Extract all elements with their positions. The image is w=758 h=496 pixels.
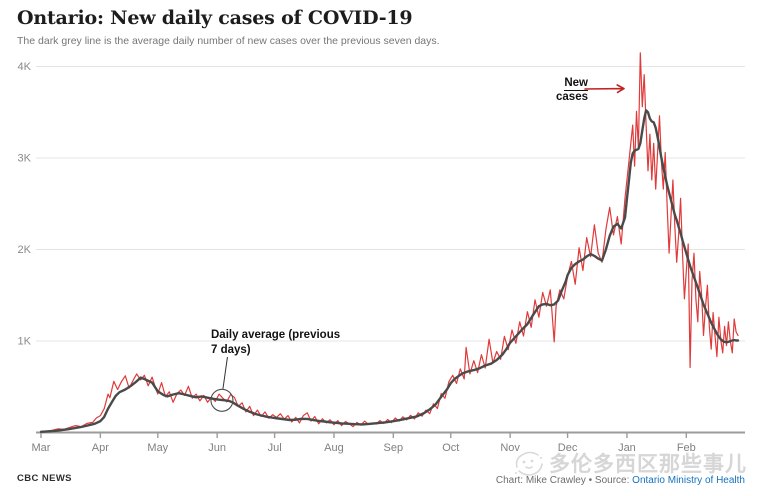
chart-canvas: 1K 2K 3K 4K Mar Apr May Jun Jul Aug Sep Oct Nov Dec Ja… [18,52,745,454]
watermark-logo-icon [515,451,543,476]
annotation-new-cases-line2: cases [556,90,588,103]
x-tick-label-Mar: Mar [32,442,51,454]
x-tick-label-Aug: Aug [324,442,344,454]
daily-cases-line [40,52,739,433]
y-tick-label-1K: 1K [18,336,32,348]
source-link[interactable]: Ontario Ministry of Health [632,475,745,486]
y-tick-label-3K: 3K [18,153,32,165]
x-tick-label-Jun: Jun [208,442,226,454]
chart-credit: Chart: Mike Crawley • Source: Ontario Mi… [496,475,745,486]
chart-subtitle: The dark grey line is the average daily … [17,35,440,47]
y-tick-label-2K: 2K [18,244,32,256]
x-tick-label-Sep: Sep [384,442,404,454]
annotation-arrow [584,84,625,94]
x-tick-label-Feb: Feb [677,442,696,454]
annotation-new-cases-line1: New [564,77,588,91]
seven-day-average-line [39,109,740,433]
x-tick-label-May: May [147,442,168,454]
annotation-circle [210,388,234,412]
chart-title: Ontario: New daily cases of COVID-19 [17,7,413,29]
cbc-news-brand: CBC NEWS [17,473,72,484]
annotation-daily-average-line2: 7 days) [211,343,251,356]
watermark: 多伦多西区那些事儿 [512,447,747,479]
watermark-text: 多伦多西区那些事儿 [549,453,747,476]
annotation-daily-average-line1: Daily average (previous [211,329,341,341]
annotation-daily-average: Daily average (previous 7 days) [211,328,351,357]
x-tick-label-Apr: Apr [92,442,109,454]
x-tick-label-Dec: Dec [558,442,578,454]
x-tick-label-Jul: Jul [268,442,282,454]
annotation-new-cases: New cases [508,77,588,104]
x-tick-label-Jan: Jan [618,442,636,454]
x-tick-label-Nov: Nov [500,442,520,454]
annotation-leader-line [222,356,228,389]
credit-prefix: Chart: Mike Crawley • Source: [495,475,633,486]
x-tick-label-Oct: Oct [442,442,459,454]
y-tick-label-4K: 4K [18,61,32,73]
